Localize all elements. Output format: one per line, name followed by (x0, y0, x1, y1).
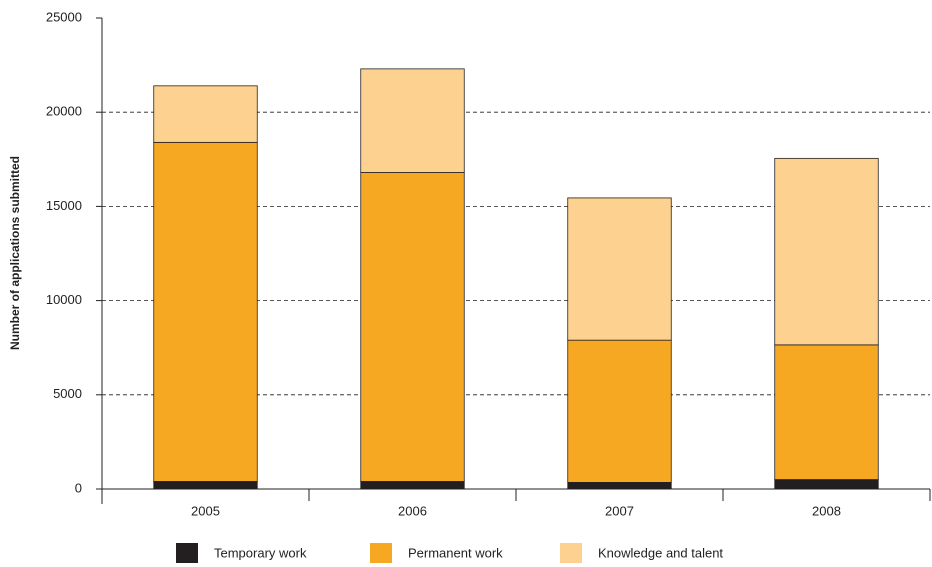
bar-segment (567, 197, 672, 341)
legend-swatch (560, 543, 582, 563)
bar-segment (153, 141, 258, 482)
x-tick-label: 2008 (812, 503, 841, 518)
legend-swatch (370, 543, 392, 563)
x-tick-label: 2006 (398, 503, 427, 518)
bar-segment (153, 85, 258, 143)
bar-segment (567, 339, 672, 483)
y-tick-label: 20000 (46, 104, 82, 119)
bar-segment (774, 479, 879, 490)
bar-segment (360, 172, 465, 482)
bar-segment (774, 344, 879, 480)
bar-segment (153, 481, 258, 490)
legend-label: Temporary work (214, 545, 307, 560)
legend-swatch (176, 543, 198, 563)
y-tick-label: 0 (75, 480, 82, 495)
legend-label: Permanent work (408, 545, 503, 560)
y-tick-label: 5000 (53, 386, 82, 401)
bar-segment (360, 481, 465, 490)
legend-label: Knowledge and talent (598, 545, 723, 560)
y-axis-label: Number of applications submitted (8, 156, 22, 350)
bar-segment (774, 157, 879, 346)
bar-segment (360, 68, 465, 173)
x-tick-label: 2005 (191, 503, 220, 518)
bar-segment (567, 482, 672, 490)
y-tick-label: 15000 (46, 198, 82, 213)
y-tick-label: 10000 (46, 292, 82, 307)
y-tick-label: 25000 (46, 9, 82, 24)
x-tick-label: 2007 (605, 503, 634, 518)
